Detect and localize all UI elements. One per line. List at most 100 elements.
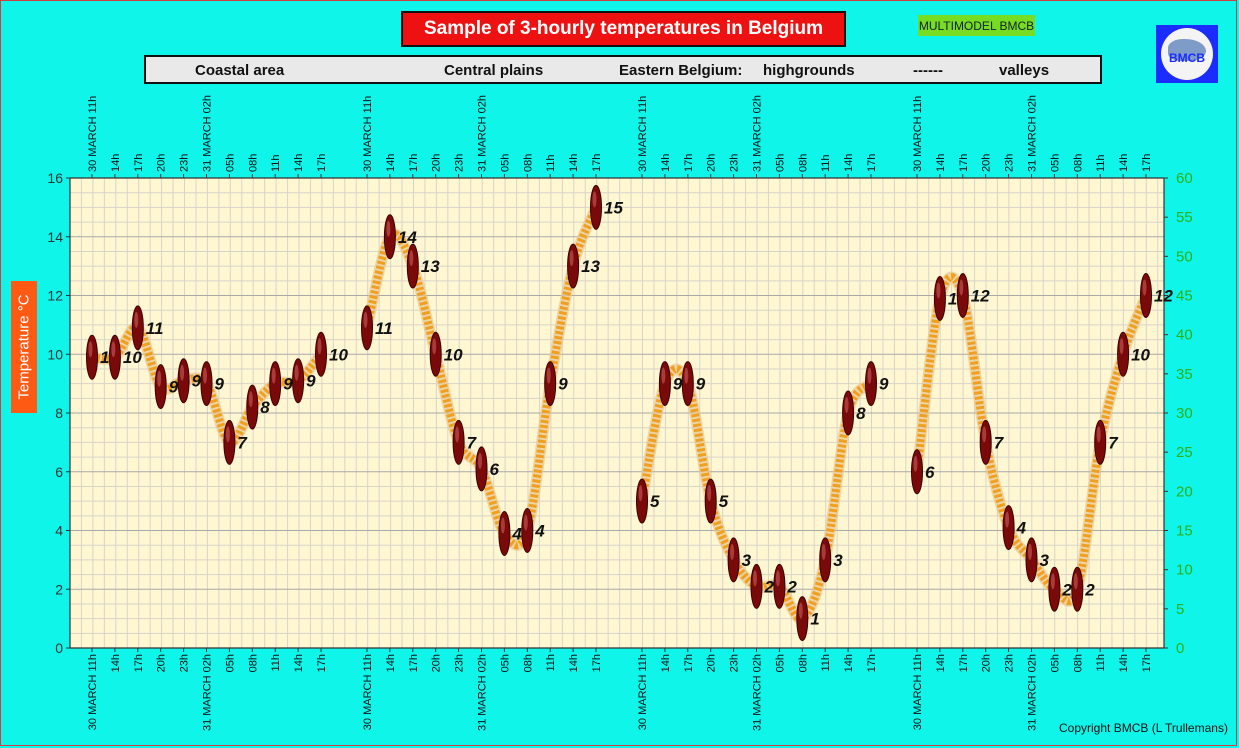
y2-tick-label: 5 (1176, 601, 1184, 618)
series-highgrounds-marker-highlight (844, 397, 849, 413)
x-tick-label-bottom: 14h (110, 654, 122, 672)
series-valleys-marker (1140, 273, 1152, 318)
region-coastal-label: Coastal area (195, 62, 285, 79)
copyright-note: Copyright BMCB (L Trullemans) (1059, 721, 1228, 735)
x-tick-label-bottom: 23h (729, 654, 741, 672)
y2-tick-label: 40 (1176, 327, 1193, 344)
x-tick-label-top: 17h (958, 154, 970, 172)
x-tick-label-top: 23h (454, 154, 466, 172)
series-central-plains-marker (429, 331, 442, 377)
y2-tick-label: 10 (1176, 562, 1193, 579)
series-valleys-marker-highlight (936, 282, 941, 299)
series-central-plains-marker-highlight (386, 220, 391, 237)
series-coastal-area-data-label: 9 (169, 378, 179, 397)
series-coastal-area-marker (108, 334, 121, 380)
series-valleys-data-label: 7 (1108, 433, 1119, 452)
x-tick-label-bottom: 11h (1095, 654, 1107, 672)
x-tick-label-bottom: 30 MARCH 11h (362, 654, 374, 730)
y-tick-label: 8 (55, 405, 63, 421)
x-tick-label-top: 30 MARCH 11h (912, 96, 924, 172)
series-coastal-area-marker (269, 361, 282, 407)
region-header: Coastal area Central plains Eastern Belg… (144, 55, 1102, 84)
x-tick-label-bottom: 17h (866, 654, 878, 672)
series-central-plains-data-label: 6 (490, 460, 500, 479)
series-central-plains-marker (498, 510, 511, 556)
series-highgrounds-marker-highlight (867, 367, 872, 384)
series-valleys-marker (1002, 505, 1015, 551)
series-valleys-marker (979, 419, 992, 465)
x-tick-label-top: 11h (1095, 154, 1107, 172)
series-highgrounds-data-label: 3 (742, 551, 752, 570)
x-tick-label-top: 11h (270, 154, 282, 172)
series-valleys-marker-highlight (1119, 338, 1124, 355)
x-tick-label-bottom: 30 MARCH 11h (87, 654, 99, 730)
x-tick-label-bottom: 08h (522, 654, 534, 672)
x-tick-label-bottom: 17h (683, 654, 695, 672)
series-coastal-area-marker-highlight (248, 391, 253, 408)
series-valleys-marker-highlight (1005, 511, 1010, 528)
series-highgrounds-data-label: 9 (696, 375, 706, 394)
x-tick-label-top: 05h (499, 154, 511, 172)
x-tick-label-bottom: 14h (293, 654, 305, 672)
series-central-plains-marker (544, 361, 557, 407)
series-coastal-area-marker-highlight (111, 341, 116, 358)
series-valleys-marker-highlight (982, 426, 987, 443)
x-tick-label-top: 17h (866, 154, 878, 172)
x-tick-label-bottom: 05h (1049, 654, 1061, 672)
x-tick-label-top: 17h (133, 154, 145, 172)
series-coastal-area-marker-highlight (294, 364, 299, 381)
y-tick-label: 12 (47, 288, 63, 304)
x-tick-label-bottom: 23h (1004, 654, 1016, 672)
x-tick-label-top: 14h (660, 154, 672, 172)
series-highgrounds-marker (773, 563, 786, 609)
series-central-plains-marker-highlight (478, 452, 482, 469)
series-central-plains-marker-highlight (592, 191, 597, 208)
series-highgrounds-marker (658, 361, 671, 407)
x-tick-label-top: 14h (568, 154, 580, 172)
series-coastal-area-marker (131, 305, 144, 351)
series-coastal-area-marker (86, 334, 98, 380)
y2-tick-label: 0 (1176, 640, 1184, 657)
chart-title: Sample of 3-hourly temperatures in Belgi… (401, 11, 846, 47)
x-tick-label-bottom: 14h (935, 654, 947, 672)
y2-tick-label: 45 (1176, 288, 1193, 305)
x-tick-label-top: 14h (385, 154, 397, 172)
x-tick-label-bottom: 05h (224, 654, 236, 672)
series-valleys-data-label: 2 (1061, 580, 1072, 599)
series-highgrounds-marker (865, 361, 877, 407)
series-highgrounds-marker-highlight (661, 367, 666, 384)
x-tick-label-bottom: 17h (1141, 654, 1153, 672)
series-central-plains-marker-highlight (409, 250, 414, 267)
series-valleys-marker (911, 449, 923, 495)
series-central-plains-marker-highlight (546, 367, 551, 384)
x-tick-label-bottom: 14h (385, 654, 397, 672)
series-central-plains-data-label: 4 (511, 524, 522, 543)
x-tick-label-top: 30 MARCH 11h (637, 96, 649, 172)
x-tick-label-top: 31 MARCH 02h (752, 95, 764, 172)
series-coastal-area-marker (177, 358, 190, 404)
y2-tick-label: 20 (1176, 483, 1193, 500)
y2-tick-label: 15 (1176, 523, 1193, 540)
x-tick-label-bottom: 08h (797, 654, 809, 672)
y2-tick-label: 35 (1176, 366, 1193, 383)
series-valleys-marker (1094, 419, 1107, 465)
x-tick-label-top: 20h (706, 154, 718, 172)
x-tick-label-top: 17h (591, 154, 603, 172)
x-tick-label-top: 30 MARCH 11h (362, 96, 374, 172)
series-highgrounds-marker (636, 478, 648, 524)
x-tick-label-top: 05h (224, 154, 236, 172)
x-tick-label-top: 14h (293, 154, 305, 172)
x-tick-label-bottom: 31 MARCH 02h (477, 654, 489, 731)
series-valleys-marker (1117, 331, 1130, 377)
x-tick-label-top: 17h (408, 154, 420, 172)
x-tick-label-bottom: 30 MARCH 11h (912, 654, 924, 730)
series-central-plains-marker-highlight (523, 514, 528, 531)
region-valleys-label: valleys (999, 62, 1050, 79)
series-coastal-area-data-label: 7 (237, 433, 248, 452)
series-highgrounds-marker (727, 537, 740, 583)
x-tick-label-top: 08h (247, 154, 259, 172)
series-highgrounds-data-label: 2 (786, 577, 797, 596)
series-central-plains-marker-highlight (363, 311, 368, 328)
series-central-plains-marker (521, 508, 534, 553)
